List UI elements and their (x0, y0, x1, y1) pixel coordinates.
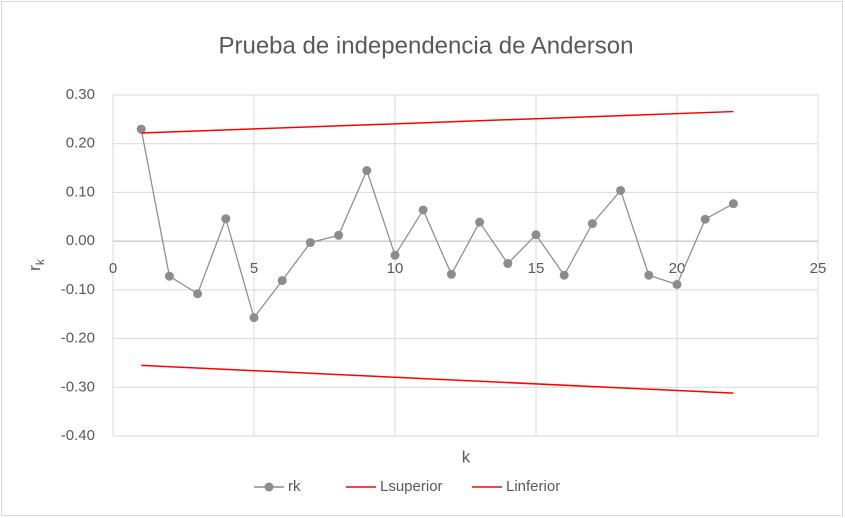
y-tick-label: 0.00 (66, 232, 95, 249)
legend-marker (264, 482, 274, 492)
point (446, 269, 456, 279)
x-tick-label: 0 (109, 260, 117, 277)
point (193, 289, 203, 299)
x-axis-label: k (462, 447, 471, 466)
point (221, 214, 231, 224)
y-axis-label-subscript: k (33, 258, 47, 265)
legend-label: Lsuperior (380, 478, 443, 495)
point (672, 279, 682, 289)
series-line (141, 110, 734, 134)
y-tick-label: 0.30 (66, 86, 95, 103)
point (136, 124, 146, 134)
legend-label: rk (288, 478, 301, 495)
point (390, 250, 400, 260)
point (418, 205, 428, 215)
y-tick-label: -0.10 (61, 281, 95, 298)
x-tick-label: 25 (810, 260, 827, 277)
series-line (140, 128, 734, 319)
point (587, 219, 597, 229)
series-line (141, 364, 734, 394)
point (559, 270, 569, 280)
point (277, 276, 287, 286)
y-axis-label-base: r (25, 265, 44, 271)
point (475, 217, 485, 227)
point (700, 214, 710, 224)
point (503, 259, 513, 269)
point (531, 230, 541, 240)
y-tick-label: -0.20 (61, 330, 95, 347)
y-axis-label: rk (25, 258, 47, 271)
point (362, 166, 372, 176)
x-tick-label: 10 (387, 260, 404, 277)
point (728, 199, 738, 209)
point (305, 238, 315, 248)
x-tick-label: 20 (669, 260, 686, 277)
legend-label: Linferior (506, 478, 560, 495)
point (249, 313, 259, 323)
x-tick-label: 5 (250, 260, 258, 277)
chart-title: Prueba de independencia de Anderson (218, 32, 633, 59)
point (164, 271, 174, 281)
point (616, 185, 626, 195)
y-tick-label: -0.40 (61, 427, 95, 444)
point (644, 270, 654, 280)
x-tick-label: 15 (528, 260, 545, 277)
y-tick-label: 0.10 (66, 183, 95, 200)
y-tick-label: 0.20 (66, 135, 95, 152)
point (334, 230, 344, 240)
y-tick-label: -0.30 (61, 378, 95, 395)
